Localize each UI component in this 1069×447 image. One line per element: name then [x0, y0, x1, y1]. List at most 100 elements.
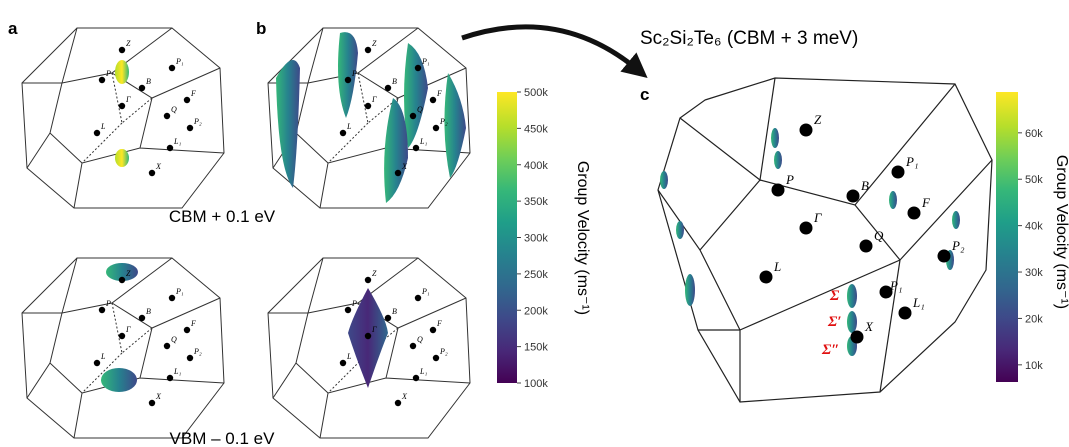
point-label: P₁	[905, 154, 918, 169]
point	[433, 125, 439, 131]
point	[860, 240, 873, 253]
point	[187, 125, 193, 131]
point	[800, 222, 813, 235]
point	[410, 343, 416, 349]
title: Sc₂Si₂Te₆ (CBM + 3 meV)	[640, 28, 858, 49]
caption: VBM – 0.1 eV	[170, 429, 276, 447]
point-label: L	[346, 352, 352, 361]
colorbar-label: Group Velocity (ms⁻¹)	[1053, 155, 1069, 309]
point	[164, 113, 170, 119]
point-label: B	[146, 307, 151, 316]
point	[187, 355, 193, 361]
point-label: P₁	[421, 57, 430, 66]
tick-label: 100k	[524, 378, 548, 390]
point-label: L	[346, 122, 352, 131]
point-label: P₂	[951, 238, 965, 253]
point-label: P₂	[439, 117, 448, 126]
point-label: B	[146, 77, 151, 86]
point	[167, 375, 173, 381]
point	[340, 130, 346, 136]
point-label: X	[401, 162, 408, 171]
point	[430, 97, 436, 103]
point-label: L₁	[419, 367, 427, 376]
point-label: Q	[171, 105, 177, 114]
point	[167, 145, 173, 151]
point	[908, 207, 921, 220]
point	[164, 343, 170, 349]
point-label: Z	[372, 269, 377, 278]
point-label: Z	[126, 269, 131, 278]
sigma-label: Σ″	[821, 342, 840, 358]
tick-label: 40k	[1025, 221, 1043, 233]
point	[415, 295, 421, 301]
point-label: L₁	[912, 295, 925, 310]
point-label: Q	[417, 105, 423, 114]
point-label: P₁	[175, 287, 184, 296]
point	[847, 190, 860, 203]
point	[851, 331, 864, 344]
tick-label: 500k	[524, 87, 548, 99]
point	[365, 47, 371, 53]
point-label: X	[155, 392, 162, 401]
point	[149, 170, 155, 176]
tick-label: 250k	[524, 269, 548, 281]
point-label: L₁	[173, 137, 181, 146]
point	[119, 277, 125, 283]
point-label: Z	[814, 112, 822, 127]
point-label: Q	[874, 228, 884, 243]
point	[760, 271, 773, 284]
arrow	[462, 27, 638, 70]
tick-label: 50k	[1025, 174, 1043, 186]
point	[395, 400, 401, 406]
tick-label: 450k	[524, 123, 548, 135]
point	[800, 124, 813, 137]
caption: CBM + 0.1 eV	[169, 207, 276, 226]
point	[430, 327, 436, 333]
point-label: P₂	[193, 347, 202, 356]
point-label: X	[155, 162, 162, 171]
point	[433, 355, 439, 361]
point	[385, 315, 391, 321]
point-label: Z	[126, 39, 131, 48]
sigma-label: Σ′	[827, 314, 842, 330]
point-label: L₁	[419, 137, 427, 146]
point	[899, 307, 912, 320]
point	[139, 85, 145, 91]
point-label: Γ	[125, 95, 131, 104]
tick-label: 150k	[524, 342, 548, 354]
point	[119, 103, 125, 109]
point-label: P	[105, 69, 111, 78]
point	[184, 97, 190, 103]
point-label: Γ	[371, 325, 377, 334]
point-label: F	[436, 89, 442, 98]
tick-label: 300k	[524, 233, 548, 245]
point	[892, 166, 905, 179]
point-label: Γ	[371, 95, 377, 104]
point-label: F	[921, 195, 931, 210]
tick-label: 30k	[1025, 267, 1043, 279]
point	[365, 277, 371, 283]
tick-label: 350k	[524, 196, 548, 208]
point	[345, 77, 351, 83]
panel-label: b	[256, 19, 266, 38]
point-label: P₂	[193, 117, 202, 126]
point	[184, 327, 190, 333]
point	[149, 400, 155, 406]
point-label: P	[351, 299, 357, 308]
point	[94, 130, 100, 136]
point	[772, 184, 785, 197]
colorbar-label: Group Velocity (ms⁻¹)	[574, 161, 591, 315]
point-label: Q	[171, 335, 177, 344]
point-label: F	[436, 319, 442, 328]
point-label: L	[773, 259, 781, 274]
point	[385, 85, 391, 91]
point-label: P	[785, 172, 794, 187]
point-label: L₁	[173, 367, 181, 376]
point-label: P₁	[889, 278, 902, 293]
point-label: L	[100, 122, 106, 131]
point	[340, 360, 346, 366]
point-label: L	[100, 352, 106, 361]
